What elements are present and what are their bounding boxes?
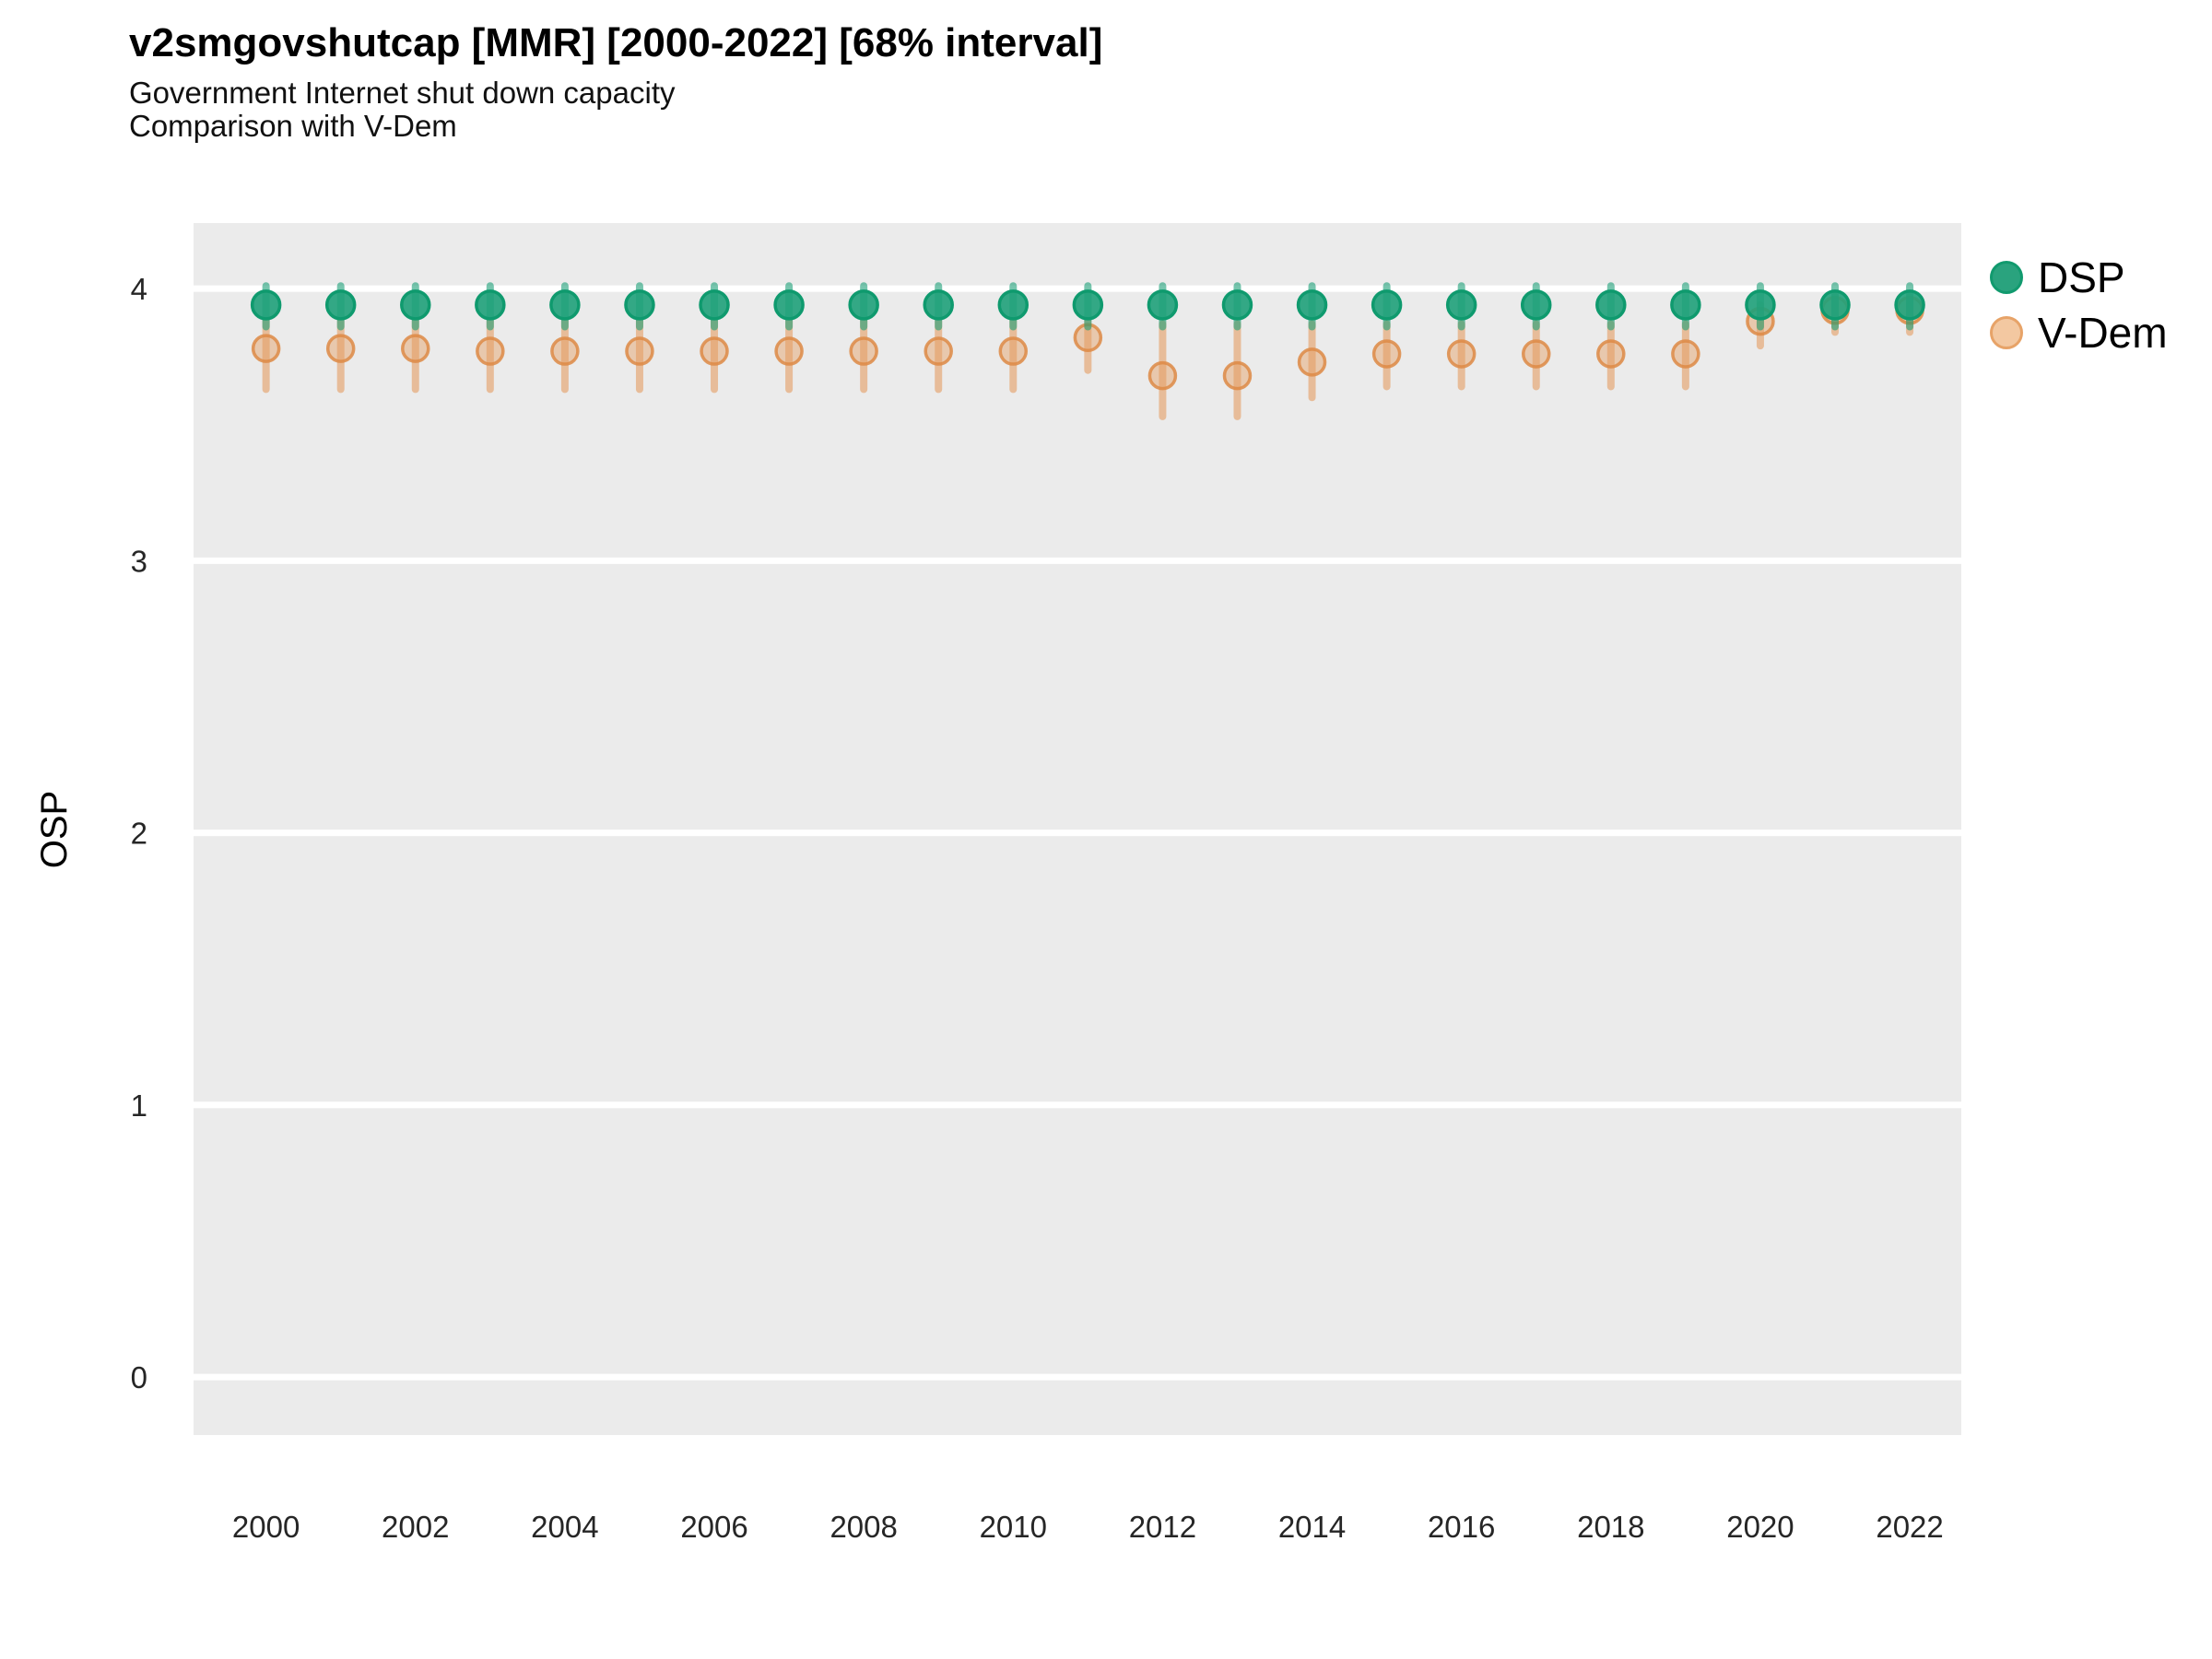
x-tick-label: 2012	[1129, 1510, 1196, 1544]
y-axis-title: OSP	[34, 791, 75, 868]
dsp-point-2017	[1520, 289, 1552, 321]
y-tick-label: 0	[131, 1360, 147, 1394]
vdem-point-2000	[251, 334, 281, 363]
vdem-point-2015	[1371, 339, 1402, 369]
x-tick-label: 2000	[232, 1510, 300, 1544]
legend-entry-dsp: DSP	[1990, 250, 2168, 305]
dsp-point-2022	[1894, 289, 1925, 321]
vdem-point-2009	[924, 336, 953, 366]
x-tick-label: 2022	[1876, 1510, 1943, 1544]
dsp-legend-label: DSP	[2038, 253, 2125, 301]
vdem-point-2017	[1521, 339, 1551, 369]
vdem-point-2007	[774, 336, 804, 366]
vdem-point-2006	[700, 336, 729, 366]
legend: DSP V-Dem	[1990, 250, 2168, 360]
x-tick-label: 2020	[1726, 1510, 1794, 1544]
vdem-point-2018	[1596, 339, 1626, 369]
dsp-point-2001	[324, 289, 357, 321]
dsp-point-2010	[997, 289, 1030, 321]
gridline-y-1	[194, 1101, 1961, 1109]
x-tick-label: 2018	[1577, 1510, 1644, 1544]
dsp-point-2015	[1371, 289, 1403, 321]
gridline-y-2	[194, 830, 1961, 837]
x-tick-label: 2014	[1278, 1510, 1346, 1544]
dsp-point-2000	[250, 289, 282, 321]
dsp-legend-dot-icon	[1990, 261, 2023, 294]
dsp-point-2007	[773, 289, 805, 321]
dsp-point-2008	[848, 289, 879, 321]
chart-subtitle-line2: Comparison with V-Dem	[129, 109, 457, 143]
dsp-point-2009	[923, 289, 954, 321]
y-tick-label: 2	[131, 817, 147, 851]
vdem-point-2016	[1446, 339, 1477, 369]
vdem-point-2014	[1297, 347, 1327, 377]
vdem-point-2008	[849, 336, 878, 366]
vdem-point-2010	[998, 336, 1029, 366]
x-tick-label: 2008	[830, 1510, 897, 1544]
dsp-point-2018	[1595, 289, 1627, 321]
vdem-point-2003	[476, 336, 505, 366]
y-tick-label: 3	[131, 544, 147, 578]
y-tick-label: 4	[131, 272, 147, 306]
vdem-point-2019	[1671, 339, 1700, 369]
panel-background	[194, 223, 1961, 1435]
dsp-point-2003	[475, 289, 506, 321]
dsp-point-2014	[1296, 289, 1328, 321]
dsp-point-2016	[1445, 289, 1477, 321]
dsp-point-2006	[699, 289, 730, 321]
dsp-point-2012	[1147, 289, 1179, 321]
dsp-point-2021	[1819, 289, 1851, 321]
dsp-point-2011	[1072, 289, 1104, 321]
dsp-point-2013	[1221, 289, 1253, 321]
dsp-point-2020	[1745, 289, 1776, 321]
dsp-point-2005	[624, 289, 655, 321]
vdem-point-2002	[401, 334, 430, 363]
dsp-point-2002	[400, 289, 431, 321]
vdem-point-2001	[325, 334, 356, 363]
vdem-legend-dot-icon	[1990, 316, 2023, 349]
dsp-point-2004	[549, 289, 581, 321]
gridline-y-3	[194, 557, 1961, 564]
gridline-y-4	[194, 285, 1961, 292]
x-tick-label: 2002	[382, 1510, 449, 1544]
y-tick-label: 1	[131, 1088, 147, 1123]
chart-subtitle-line1: Government Internet shut down capacity	[129, 76, 676, 110]
x-tick-label: 2006	[680, 1510, 747, 1544]
vdem-point-2013	[1222, 360, 1253, 391]
x-tick-label: 2010	[980, 1510, 1047, 1544]
gridline-y-0	[194, 1373, 1961, 1381]
x-tick-label: 2004	[531, 1510, 598, 1544]
dsp-point-2019	[1670, 289, 1701, 321]
legend-entry-vdem: V-Dem	[1990, 305, 2168, 360]
vdem-point-2004	[550, 336, 580, 366]
x-tick-label: 2016	[1428, 1510, 1495, 1544]
vdem-point-2005	[625, 336, 654, 366]
vdem-point-2012	[1147, 360, 1178, 391]
vdem-legend-label: V-Dem	[2038, 309, 2168, 357]
chart-title: v2smgovshutcap [MMR] [2000-2022] [68% in…	[129, 20, 1103, 65]
